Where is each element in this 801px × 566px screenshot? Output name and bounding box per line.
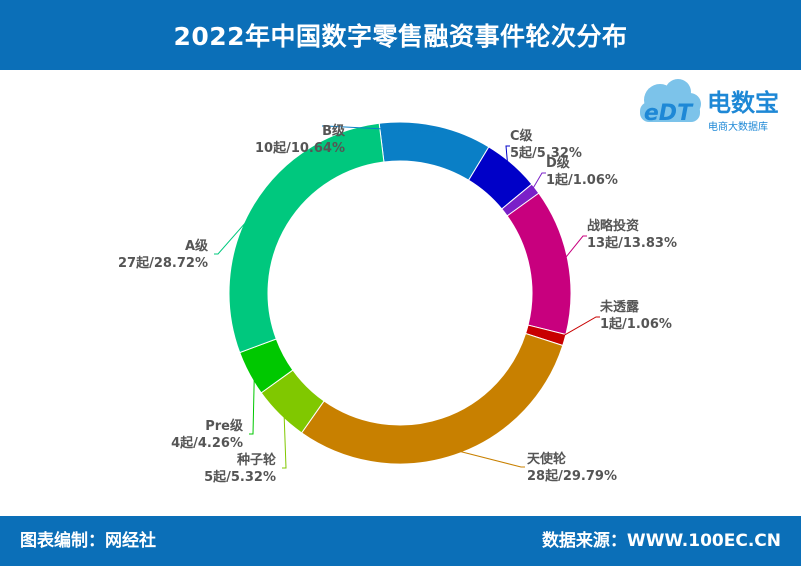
slice-label: B级 [322, 123, 346, 139]
slice-value-label: 27起/28.72% [118, 255, 208, 271]
donut-slice [378, 121, 490, 181]
logo: eDT 电数宝 电商大数据库 [640, 79, 779, 133]
chart-footer: 图表编制：网经社 数据来源：WWW.100EC.CN [0, 516, 801, 566]
slice-value-label: 28起/29.79% [527, 468, 617, 484]
slice-label: 种子轮 [236, 452, 276, 468]
donut-slice [228, 122, 385, 354]
leader-line [282, 410, 287, 469]
leader-line [561, 235, 587, 263]
slice-value-label: 5起/5.32% [204, 469, 276, 485]
data-source: 数据来源：WWW.100EC.CN [541, 531, 781, 551]
leader-lines [214, 125, 600, 469]
leader-line [505, 145, 510, 169]
slice-value-label: 4起/4.26% [171, 435, 243, 451]
chart-credit: 图表编制：网经社 [20, 531, 156, 551]
slice-value-label: 13起/13.83% [587, 235, 677, 251]
chart-title: 2022年中国数字零售融资事件轮次分布 [173, 22, 628, 51]
slice-label: 未透露 [599, 299, 640, 315]
slice-label: 天使轮 [527, 451, 566, 467]
leader-line [558, 316, 600, 339]
slice-value-label: 1起/1.06% [546, 172, 618, 188]
leader-line [322, 125, 435, 133]
donut-slices [228, 121, 572, 465]
logo-mark: eDT [644, 101, 694, 126]
donut-chart: B级10起/10.64%C级5起/5.32%D级1起/1.06%战略投资13起/… [118, 79, 779, 485]
slice-labels: B级10起/10.64%C级5起/5.32%D级1起/1.06%战略投资13起/… [118, 123, 677, 485]
slice-label: C级 [510, 128, 534, 144]
chart-area: B级 10起/10.64% C级 5起/5.32% D级 1起/1.06% 战略投资 13起/… [0, 70, 801, 516]
slice-value-label: 5起/5.32% [510, 145, 582, 161]
donut-slice [300, 332, 564, 465]
slice-label: D级 [546, 155, 571, 171]
cloud-logo-icon: eDT [640, 79, 701, 126]
leader-line [452, 448, 525, 468]
chart-header: 2022年中国数字零售融资事件轮次分布 [0, 0, 801, 70]
logo-tagline: 电商大数据库 [708, 120, 768, 133]
slice-value-label: 10起/10.64% [255, 140, 345, 156]
leader-line [530, 172, 546, 193]
logo-name: 电数宝 [707, 89, 779, 117]
donut-slice [506, 192, 572, 336]
leader-line [214, 206, 260, 255]
slice-label: Pre级 [205, 418, 244, 434]
slice-value-label: 1起/1.06% [600, 316, 672, 332]
slice-label: A级 [185, 238, 209, 254]
slice-label: 战略投资 [587, 218, 639, 234]
leader-line [249, 370, 255, 435]
